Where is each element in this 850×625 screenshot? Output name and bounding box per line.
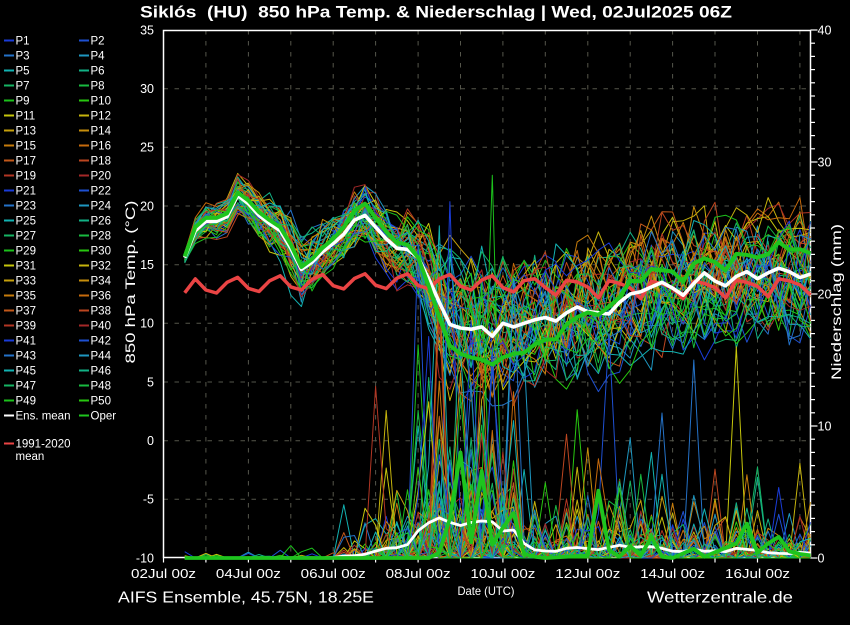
svg-text:08Jul 00z: 08Jul 00z — [386, 566, 451, 581]
svg-text:P37: P37 — [16, 306, 36, 318]
svg-text:P23: P23 — [16, 201, 36, 213]
svg-text:P32: P32 — [91, 261, 111, 273]
svg-text:AIFS Ensemble, 45.75N, 18.25E: AIFS Ensemble, 45.75N, 18.25E — [118, 590, 374, 607]
svg-text:25: 25 — [140, 141, 154, 155]
svg-text:P21: P21 — [16, 186, 36, 198]
svg-text:P26: P26 — [91, 216, 111, 228]
svg-text:40: 40 — [818, 23, 832, 37]
svg-text:P20: P20 — [91, 171, 111, 183]
svg-text:P16: P16 — [91, 141, 111, 153]
svg-text:P47: P47 — [16, 381, 36, 393]
svg-text:P38: P38 — [91, 306, 111, 318]
svg-text:20: 20 — [818, 287, 832, 301]
svg-text:P19: P19 — [16, 171, 36, 183]
svg-text:P25: P25 — [16, 216, 36, 228]
svg-text:Oper: Oper — [91, 411, 117, 423]
svg-text:P18: P18 — [91, 156, 111, 168]
svg-text:P1: P1 — [16, 36, 30, 48]
svg-text:P40: P40 — [91, 321, 111, 333]
svg-text:P31: P31 — [16, 261, 36, 273]
svg-text:P12: P12 — [91, 111, 111, 123]
svg-text:-10: -10 — [136, 551, 154, 565]
svg-text:16Jul 00z: 16Jul 00z — [725, 566, 790, 581]
svg-text:P48: P48 — [91, 381, 111, 393]
svg-text:850 hPa Temp. (°C): 850 hPa Temp. (°C) — [122, 201, 138, 364]
svg-text:P49: P49 — [16, 396, 36, 408]
svg-text:P11: P11 — [16, 111, 36, 123]
svg-text:10: 10 — [140, 317, 154, 331]
svg-text:10: 10 — [818, 419, 832, 433]
svg-text:P33: P33 — [16, 276, 36, 288]
svg-text:0: 0 — [147, 434, 154, 448]
svg-text:30: 30 — [140, 82, 154, 96]
svg-text:Date (UTC): Date (UTC) — [458, 584, 515, 598]
svg-text:P3: P3 — [16, 51, 30, 63]
svg-text:P2: P2 — [91, 36, 105, 48]
svg-text:35: 35 — [140, 23, 154, 37]
svg-text:mean: mean — [16, 451, 45, 463]
svg-text:5: 5 — [147, 375, 154, 389]
svg-text:P29: P29 — [16, 246, 36, 258]
svg-text:30: 30 — [818, 155, 832, 169]
svg-text:P27: P27 — [16, 231, 36, 243]
svg-text:P4: P4 — [91, 51, 106, 63]
svg-text:10Jul 00z: 10Jul 00z — [470, 566, 535, 581]
svg-text:Siklós (HU) 850 hPa Temp. &: Siklós (HU) 850 hPa Temp. & Niederschlag… — [140, 4, 732, 22]
svg-text:P10: P10 — [91, 96, 111, 108]
svg-text:20: 20 — [140, 199, 154, 213]
svg-text:P17: P17 — [16, 156, 36, 168]
svg-text:P5: P5 — [16, 66, 30, 78]
svg-text:P24: P24 — [91, 201, 112, 213]
svg-text:-5: -5 — [143, 493, 154, 507]
svg-text:P39: P39 — [16, 321, 36, 333]
svg-text:P13: P13 — [16, 126, 36, 138]
svg-text:P14: P14 — [91, 126, 112, 138]
svg-text:06Jul 00z: 06Jul 00z — [301, 566, 366, 581]
svg-text:P22: P22 — [91, 186, 111, 198]
svg-text:P44: P44 — [91, 351, 112, 363]
svg-text:P42: P42 — [91, 336, 111, 348]
svg-text:P34: P34 — [91, 276, 112, 288]
svg-text:P6: P6 — [91, 66, 105, 78]
svg-text:P28: P28 — [91, 231, 111, 243]
svg-text:P50: P50 — [91, 396, 111, 408]
svg-text:P36: P36 — [91, 291, 111, 303]
svg-text:P9: P9 — [16, 96, 30, 108]
svg-text:P15: P15 — [16, 141, 36, 153]
svg-text:Wetterzentrale.de: Wetterzentrale.de — [647, 590, 793, 607]
svg-text:P35: P35 — [16, 291, 36, 303]
svg-text:Ens. mean: Ens. mean — [16, 411, 71, 423]
svg-text:14Jul 00z: 14Jul 00z — [640, 566, 705, 581]
svg-text:1991-2020: 1991-2020 — [16, 439, 71, 451]
svg-text:P43: P43 — [16, 351, 36, 363]
svg-text:P30: P30 — [91, 246, 111, 258]
svg-text:0: 0 — [818, 551, 825, 565]
svg-text:P45: P45 — [16, 366, 36, 378]
svg-text:02Jul 00z: 02Jul 00z — [131, 566, 196, 581]
svg-text:P7: P7 — [16, 81, 30, 93]
svg-text:15: 15 — [140, 258, 154, 272]
svg-text:P46: P46 — [91, 366, 111, 378]
svg-text:P8: P8 — [91, 81, 105, 93]
svg-text:04Jul 00z: 04Jul 00z — [216, 566, 281, 581]
svg-text:P41: P41 — [16, 336, 36, 348]
svg-text:12Jul 00z: 12Jul 00z — [555, 566, 620, 581]
svg-text:Niederschlag (mm): Niederschlag (mm) — [828, 224, 844, 380]
